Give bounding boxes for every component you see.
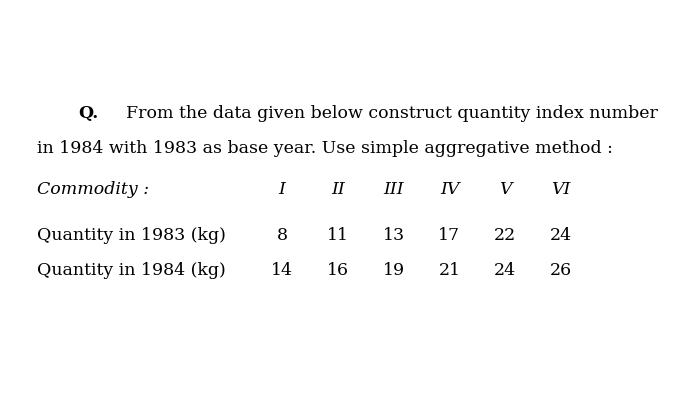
Text: 11: 11: [327, 227, 349, 243]
Text: 17: 17: [439, 227, 460, 243]
Text: 24: 24: [550, 227, 572, 243]
Text: 22: 22: [494, 227, 516, 243]
Text: 26: 26: [550, 262, 572, 279]
Text: in 1984 with 1983 as base year. Use simple aggregative method :: in 1984 with 1983 as base year. Use simp…: [37, 140, 613, 157]
Text: 16: 16: [327, 262, 349, 279]
Text: 21: 21: [439, 262, 460, 279]
Text: III: III: [384, 181, 404, 198]
Text: Q.: Q.: [78, 105, 99, 122]
Text: 8: 8: [277, 227, 288, 243]
Text: 14: 14: [271, 262, 293, 279]
Text: 19: 19: [383, 262, 405, 279]
Text: VI: VI: [551, 181, 571, 198]
Text: 13: 13: [383, 227, 405, 243]
Text: Quantity in 1983 (kg): Quantity in 1983 (kg): [37, 227, 226, 243]
Text: V: V: [499, 181, 511, 198]
Text: I: I: [279, 181, 286, 198]
Text: IV: IV: [440, 181, 459, 198]
Text: II: II: [331, 181, 345, 198]
Text: Quantity in 1984 (kg): Quantity in 1984 (kg): [37, 262, 226, 279]
Text: From the data given below construct quantity index number: From the data given below construct quan…: [126, 105, 658, 122]
Text: 24: 24: [494, 262, 516, 279]
Text: Commodity :: Commodity :: [37, 181, 150, 198]
